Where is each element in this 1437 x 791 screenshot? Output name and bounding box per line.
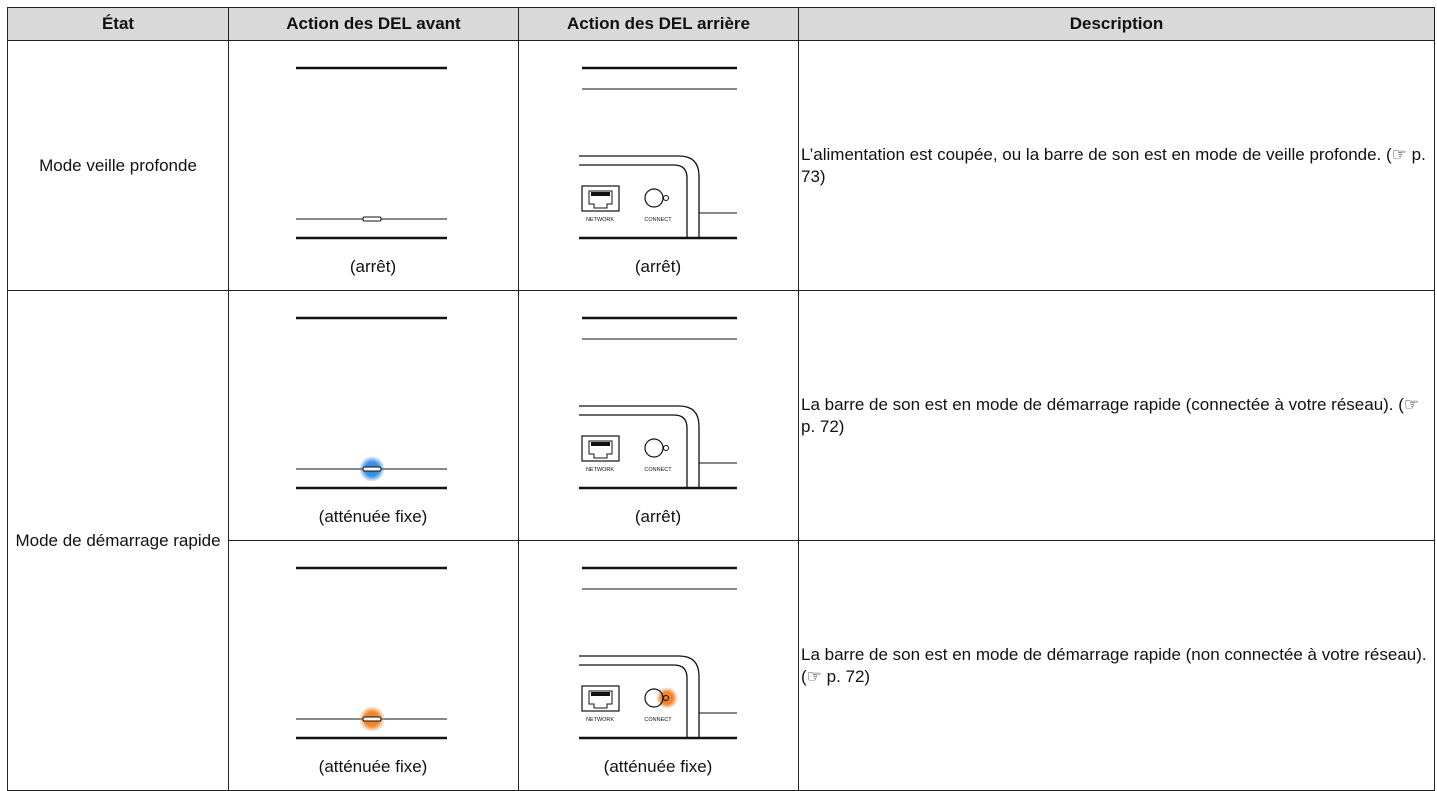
state-cell: Mode de démarrage rapide xyxy=(7,290,229,791)
front-led xyxy=(362,716,382,722)
rear-led xyxy=(663,695,669,701)
front-illustration: (atténuée fixe) xyxy=(296,316,447,526)
rear-led xyxy=(663,445,669,451)
page: État Action des DEL avant Action des DEL a… xyxy=(7,7,1435,791)
led-table: État Action des DEL avant Action des DEL a… xyxy=(7,7,1435,791)
jack-pins xyxy=(591,192,610,196)
rear-caption: (arrêt) xyxy=(635,257,681,276)
header-cell: Description xyxy=(798,7,1435,41)
jack-pins xyxy=(591,692,610,696)
rear-led xyxy=(663,195,669,201)
front-caption: (atténuée fixe) xyxy=(319,757,428,776)
connect-button xyxy=(644,188,664,208)
state-cell: Mode veille profonde xyxy=(7,40,229,291)
rear-illustration: NETWORK CONNECT (atténuée fixe) xyxy=(579,566,737,776)
front-led-cell: (atténuée fixe) xyxy=(228,290,519,541)
connect-label: CONNECT xyxy=(644,717,672,723)
front-led xyxy=(362,466,382,472)
front-led-cell: (arrêt) xyxy=(228,40,519,291)
connect-label: CONNECT xyxy=(644,217,672,223)
front-led-cell: (atténuée fixe) xyxy=(228,540,519,791)
rear-caption: (arrêt) xyxy=(635,507,681,526)
rear-illustration: NETWORK CONNECT (arrêt) xyxy=(579,66,737,276)
device-outline xyxy=(579,414,688,488)
network-label: NETWORK xyxy=(586,217,614,223)
description-cell: La barre de son est en mode de démarrage… xyxy=(798,540,1435,791)
rear-led-cell: NETWORK CONNECT (arrêt) xyxy=(518,290,799,541)
table-row: Mode veille profonde (arrêt) NETWORK CONNEC… xyxy=(7,40,1435,291)
device-outline xyxy=(579,155,700,238)
header-cell: Action des DEL arrière xyxy=(518,7,799,41)
rear-led-cell: NETWORK CONNECT (atténuée fixe) xyxy=(518,540,799,791)
front-caption: (atténuée fixe) xyxy=(319,507,428,526)
device-outline xyxy=(579,164,688,238)
rear-caption: (atténuée fixe) xyxy=(604,757,713,776)
front-caption: (arrêt) xyxy=(350,257,396,276)
description-cell: La barre de son est en mode de démarrage… xyxy=(798,290,1435,541)
table-body: Mode veille profonde (arrêt) NETWORK CONNEC… xyxy=(7,40,1435,791)
front-led xyxy=(362,216,382,222)
table-row: (atténuée fixe) NETWORK CONNECT (atténuée f… xyxy=(8,540,1435,791)
connect-button xyxy=(644,438,664,458)
front-illustration: (arrêt) xyxy=(296,66,447,276)
device-outline xyxy=(579,664,688,738)
header-cell: État xyxy=(7,7,229,41)
description-cell: L’alimentation est coupée, ou la barre d… xyxy=(798,40,1435,291)
network-label: NETWORK xyxy=(586,467,614,473)
rear-led-cell: NETWORK CONNECT (arrêt) xyxy=(518,40,799,291)
device-outline xyxy=(579,655,700,738)
device-outline xyxy=(579,405,700,488)
network-label: NETWORK xyxy=(586,717,614,723)
connect-label: CONNECT xyxy=(644,467,672,473)
jack-pins xyxy=(591,442,610,446)
header-cell: Action des DEL avant xyxy=(228,7,519,41)
header-row: État Action des DEL avant Action des DEL a… xyxy=(7,7,1435,41)
rear-illustration: NETWORK CONNECT (arrêt) xyxy=(579,316,737,526)
front-illustration: (atténuée fixe) xyxy=(296,566,447,776)
table-row: Mode de démarrage rapide (atténuée fixe) N… xyxy=(7,290,1435,791)
